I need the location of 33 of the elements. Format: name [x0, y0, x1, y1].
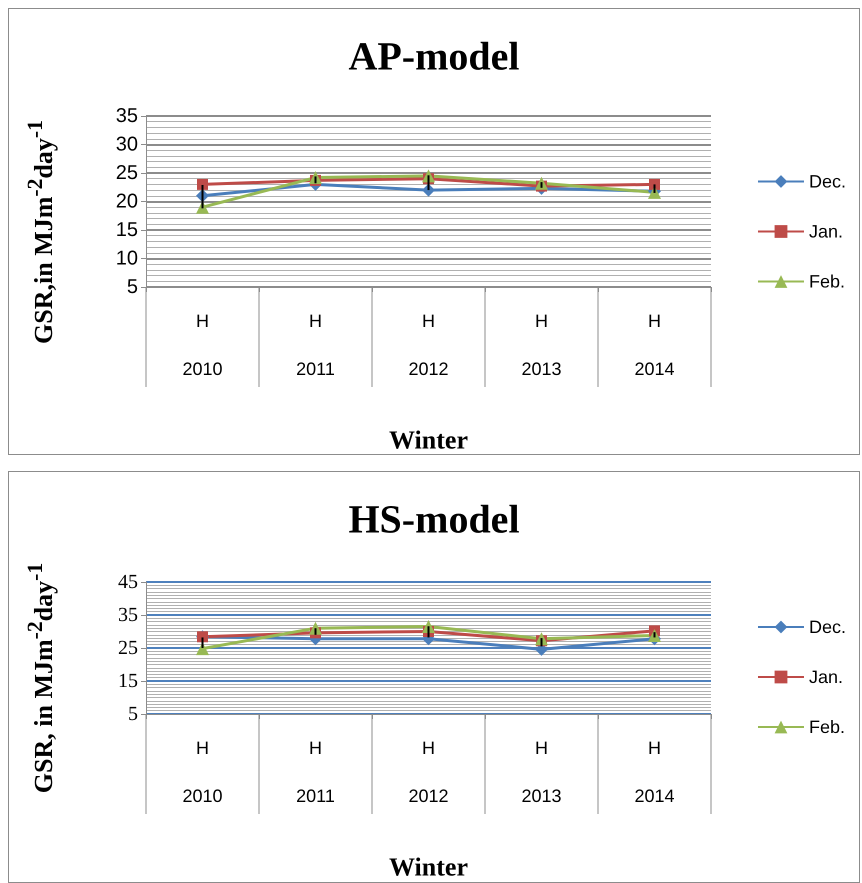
y-tick-label: 5 [126, 276, 138, 298]
y-tick-label: 20 [116, 190, 138, 212]
y-tick-label: 15 [118, 670, 138, 692]
y-tick-label: 25 [118, 637, 138, 659]
legend-label: Dec. [808, 617, 846, 637]
category-label: H 2013 [521, 311, 562, 379]
legend-label: Dec. [808, 172, 846, 192]
y-tick-label: 35 [116, 105, 138, 127]
category-label: H 2011 [296, 311, 335, 379]
category-label: H 2012 [408, 311, 449, 379]
category-label: H 2014 [634, 738, 675, 806]
y-tick-label: 5 [128, 703, 138, 725]
x-axis-title: Winter [389, 426, 468, 454]
category-label: H 2010 [182, 738, 223, 806]
category-label: H 2012 [408, 738, 449, 806]
legend-label: Feb. [808, 272, 846, 292]
legend-label: Feb. [808, 717, 846, 737]
point [197, 178, 208, 190]
y-tick-label: 30 [116, 134, 138, 156]
chart-title: HS-model [348, 496, 520, 542]
category-label: H 2011 [296, 738, 335, 806]
y-tick-label: 45 [118, 571, 138, 593]
chart-title: AP-model [348, 34, 520, 78]
y-tick-label: 35 [118, 604, 138, 626]
y-tick-label: 10 [116, 248, 138, 270]
legend-label: Jan. [808, 667, 844, 687]
legend-label: Jan. [808, 222, 844, 242]
y-tick-label: 25 [116, 162, 138, 184]
category-label: H 2014 [634, 311, 675, 379]
category-label: H 2013 [521, 738, 562, 806]
y-tick-label: 15 [116, 219, 138, 241]
x-axis-title: Winter [389, 852, 468, 882]
category-label: H 2010 [182, 311, 223, 379]
